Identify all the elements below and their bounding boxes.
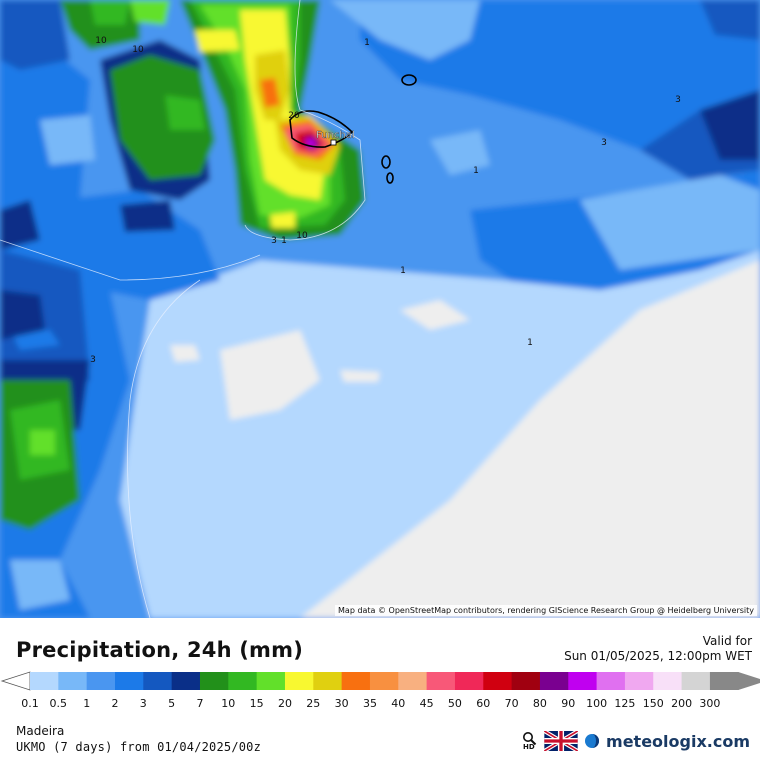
legend-labels: 0.1 0.5 1 2 3 5 7 10 15 20 25 30 35 40 45 50 60 70 80 90 100… — [0, 697, 760, 711]
precipitation-map[interactable]: Funchal 10 10 1 3 3 1 1 20 3 10 1 1 3 Map data © Ope… — [0, 0, 760, 618]
legend-label: 125 — [614, 697, 635, 710]
legend-swatch — [172, 672, 201, 690]
legend-swatch — [200, 672, 229, 690]
legend-label: 90 — [561, 697, 575, 710]
contour-label: 10 — [296, 231, 308, 241]
legend-label: 300 — [699, 697, 720, 710]
legend-swatch — [653, 672, 682, 690]
legend-label: 30 — [335, 697, 349, 710]
legend-label: 7 — [197, 697, 204, 710]
legend-swatch — [710, 672, 739, 690]
hd-label: HD — [523, 743, 535, 751]
region-name: Madeira — [16, 724, 64, 738]
model-run: UKMO (7 days) from 01/04/2025/00z — [16, 740, 261, 754]
legend-label: 100 — [586, 697, 607, 710]
contour-label: 3 — [90, 355, 96, 365]
legend-label: 45 — [420, 697, 434, 710]
legend-label: 60 — [476, 697, 490, 710]
meteologix-logo-icon — [584, 733, 600, 749]
legend-label: 1 — [83, 697, 90, 710]
legend-label: 80 — [533, 697, 547, 710]
legend-label: 150 — [643, 697, 664, 710]
contour-label: 10 — [132, 45, 144, 55]
legend-label: 200 — [671, 697, 692, 710]
legend-label: 35 — [363, 697, 377, 710]
legend-label: 0.5 — [50, 697, 68, 710]
legend-label: 3 — [140, 697, 147, 710]
uk-flag-icon[interactable] — [544, 731, 578, 751]
legend-label: 5 — [168, 697, 175, 710]
legend-swatch — [228, 672, 257, 690]
contour-label: 3 — [675, 95, 681, 105]
legend-swatch — [342, 672, 371, 690]
legend-label: 25 — [306, 697, 320, 710]
brand-name[interactable]: meteologix.com — [606, 732, 750, 751]
contour-label: 1 — [281, 236, 287, 246]
legend-swatch — [313, 672, 342, 690]
legend-label: 50 — [448, 697, 462, 710]
legend-swatch — [483, 672, 512, 690]
contour-label: 3 — [601, 138, 607, 148]
legend-swatch — [625, 672, 654, 690]
legend-swatch — [540, 672, 569, 690]
contour-label: 20 — [288, 111, 300, 121]
legend-swatch — [30, 672, 59, 690]
legend-label: 15 — [250, 697, 264, 710]
contour-label: 1 — [527, 338, 533, 348]
legend-high-arrow — [738, 672, 760, 690]
legend-swatch — [455, 672, 484, 690]
footer-icons: HD meteologix.com — [522, 729, 750, 753]
legend-swatch — [427, 672, 456, 690]
legend-label: 40 — [391, 697, 405, 710]
contour-label: 1 — [400, 266, 406, 276]
legend-swatch — [398, 672, 427, 690]
legend-swatch — [143, 672, 172, 690]
contour-label: 1 — [473, 166, 479, 176]
legend-label: 70 — [505, 697, 519, 710]
legend-swatch — [568, 672, 597, 690]
contour-label: 3 — [271, 236, 277, 246]
legend-swatch — [58, 672, 87, 690]
city-label: Funchal — [316, 130, 355, 141]
legend-label: 20 — [278, 697, 292, 710]
map-title: Precipitation, 24h (mm) — [16, 638, 303, 662]
hd-zoom-button[interactable]: HD — [522, 730, 538, 752]
valid-time: Sun 01/05/2025, 12:00pm WET — [564, 649, 752, 663]
legend-swatch — [87, 672, 116, 690]
legend-swatch — [682, 672, 711, 690]
map-attribution: Map data © OpenStreetMap contributors, r… — [335, 605, 757, 616]
legend-swatch — [285, 672, 314, 690]
legend-swatch — [257, 672, 286, 690]
legend-label: 2 — [112, 697, 119, 710]
legend-swatch — [370, 672, 399, 690]
legend-label: 10 — [221, 697, 235, 710]
contour-label: 10 — [95, 36, 107, 46]
legend-colorbar — [0, 670, 760, 692]
legend-swatch — [597, 672, 626, 690]
legend-swatch — [115, 672, 144, 690]
legend-swatch — [512, 672, 541, 690]
contour-label: 1 — [364, 38, 370, 48]
legend-label: 0.1 — [21, 697, 39, 710]
valid-label: Valid for — [703, 634, 752, 648]
legend-low-arrow — [2, 672, 30, 690]
